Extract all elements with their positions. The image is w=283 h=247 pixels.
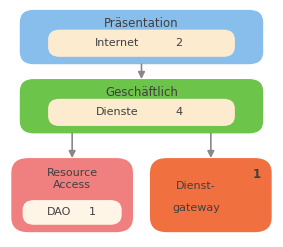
Text: 1: 1 bbox=[252, 168, 260, 181]
Text: Geschäftlich: Geschäftlich bbox=[105, 86, 178, 100]
FancyBboxPatch shape bbox=[20, 79, 263, 133]
Text: Präsentation: Präsentation bbox=[104, 17, 179, 30]
Text: 2: 2 bbox=[175, 38, 183, 48]
Text: Internet: Internet bbox=[95, 38, 140, 48]
FancyBboxPatch shape bbox=[20, 10, 263, 64]
FancyBboxPatch shape bbox=[48, 30, 235, 57]
Text: Dienst-: Dienst- bbox=[176, 181, 216, 191]
Text: gateway: gateway bbox=[172, 204, 220, 213]
Text: Dienste: Dienste bbox=[96, 107, 139, 117]
FancyBboxPatch shape bbox=[23, 200, 122, 225]
Text: DAO: DAO bbox=[47, 207, 72, 217]
FancyBboxPatch shape bbox=[150, 158, 272, 232]
Text: Resource
Access: Resource Access bbox=[47, 168, 98, 190]
FancyBboxPatch shape bbox=[48, 99, 235, 126]
FancyBboxPatch shape bbox=[11, 158, 133, 232]
Text: 4: 4 bbox=[175, 107, 183, 117]
Text: 1: 1 bbox=[89, 207, 95, 217]
